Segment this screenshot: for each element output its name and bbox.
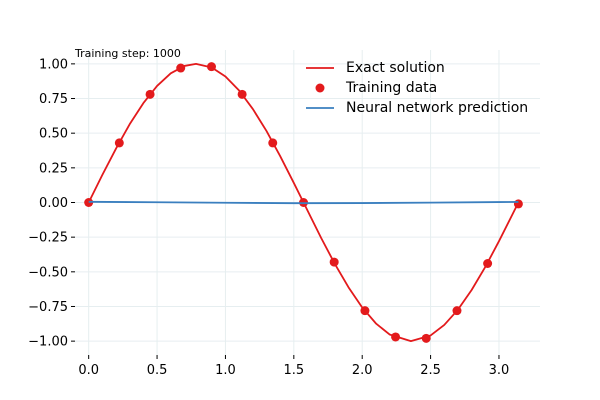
data-point-training-data [237,89,247,99]
legend-label-nn-prediction: Neural network prediction [346,100,528,116]
series-line-neural-network-prediction [88,200,519,205]
data-point-training-data [329,257,339,267]
data-point-training-data [513,199,523,209]
y-tick-label: −0.75 [28,300,68,315]
data-point-training-data [176,63,186,73]
y-tick-label: 0.00 [39,196,68,211]
data-point-training-data [206,62,216,72]
x-tick-label: 3.0 [489,363,510,378]
series-layer [84,62,523,343]
x-tick-label: 1.5 [283,363,304,378]
data-point-training-data [421,333,431,343]
data-point-training-data [360,306,370,316]
annotation-training-step: Training step: 1000 [74,47,181,60]
x-tick-label: 0.0 [78,363,99,378]
y-tick-label: 0.25 [39,161,68,176]
y-tick-label: 0.50 [39,127,68,142]
data-point-training-data [145,89,155,99]
legend-label-exact-solution: Exact solution [346,60,445,76]
y-tick-label: 0.75 [39,92,68,107]
y-tick-label: −1.00 [28,335,68,350]
y-tick-label: −0.50 [28,265,68,280]
x-tick-label: 2.0 [352,363,373,378]
data-point-training-data [114,138,124,148]
x-tick-label: 2.5 [420,363,441,378]
y-tick-label: −0.25 [28,231,68,246]
legend-swatch-training-data [315,83,325,93]
legend-label-training-data: Training data [345,80,437,96]
axis-ticks: 0.0 0.5 1.0 1.5 2.0 2.5 3.0 1.00 0.75 0.50 0.25 0.0… [28,57,509,378]
data-point-training-data [452,306,462,316]
legend: Exact solution Training data Neural netw… [306,60,528,116]
data-point-training-data [268,138,278,148]
x-tick-label: 1.0 [215,363,236,378]
data-point-training-data [483,259,493,268]
y-tick-label: 1.00 [39,57,68,72]
x-tick-label: 0.5 [147,363,168,378]
data-point-training-data [391,332,401,342]
